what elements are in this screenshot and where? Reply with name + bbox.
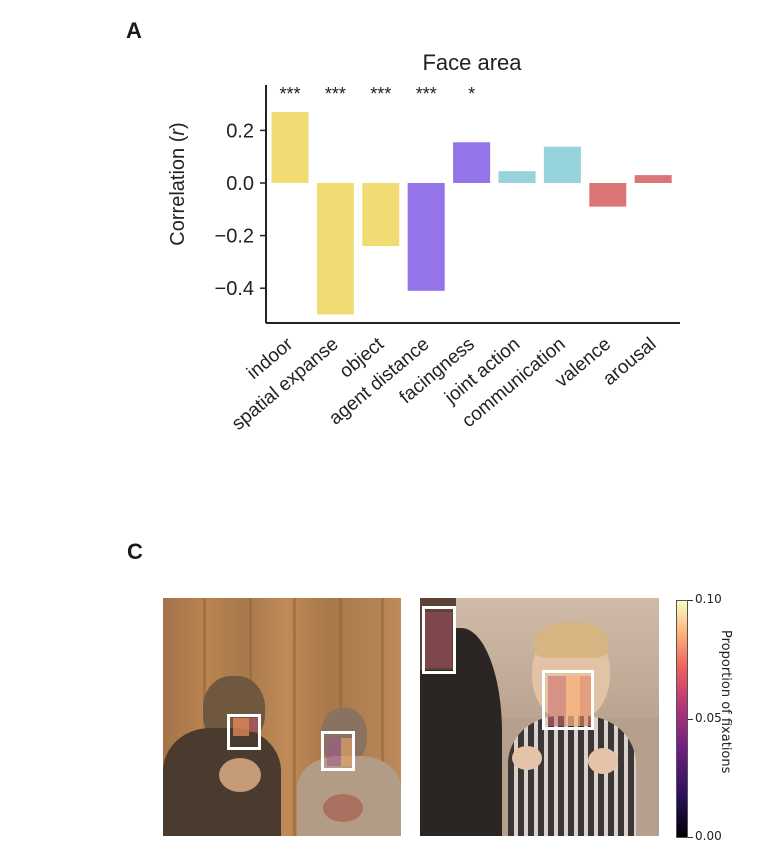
bar: [589, 183, 627, 207]
colorbar-tick-label: 0.00: [695, 829, 722, 843]
fixation-heat: [548, 676, 566, 726]
bar: [498, 171, 536, 183]
significance-marker: ***: [279, 84, 300, 104]
significance-marker: ***: [416, 84, 437, 104]
panel-c-label: C: [127, 539, 143, 564]
colorbar-tick: [688, 600, 693, 601]
fixation-heat: [233, 718, 249, 736]
scene-photo-left: [163, 598, 401, 836]
colorbar-tick-label: 0.05: [695, 711, 722, 725]
bar: [362, 183, 400, 247]
fixation-heat: [566, 676, 580, 726]
y-axis: 0.2 0.0 −0.2 −0.4: [215, 85, 267, 323]
fixation-heat: [424, 612, 452, 668]
bars-group: [271, 111, 672, 315]
face-area-box: [227, 714, 261, 750]
significance-marker: ***: [370, 84, 391, 104]
y-tick-label: −0.2: [215, 226, 254, 248]
colorbar-tick-label: 0.10: [695, 592, 722, 606]
fixation-heat: [580, 676, 592, 726]
face-area-box: [321, 731, 355, 771]
significance-marker: ***: [325, 84, 346, 104]
colorbar-tick: [688, 719, 693, 720]
face-area-box: [422, 606, 456, 674]
bar: [543, 146, 581, 183]
significance-marker: *: [468, 84, 475, 104]
fixation-heat: [341, 738, 353, 766]
fixation-heat: [249, 718, 259, 732]
bar: [634, 175, 672, 183]
panel-a-label: A: [126, 18, 142, 43]
y-tick-label: 0.2: [226, 120, 254, 142]
colorbar: [676, 600, 688, 838]
significance-group: *** *** *** *** *: [279, 84, 475, 104]
y-tick-label: −0.4: [215, 278, 254, 300]
bar: [316, 183, 354, 315]
bar: [271, 111, 309, 183]
bar: [453, 142, 491, 183]
face-area-bar-chart: Face area *** *** *** *** * 0.20.0−0.2−0.4 i…: [167, 50, 680, 435]
colorbar-label: Proportion of fixations: [718, 630, 733, 774]
fixation-heat: [327, 738, 341, 766]
y-tick-label: 0.0: [226, 173, 254, 195]
face-area-box: [542, 670, 594, 730]
bar: [407, 183, 445, 291]
scene-photo-right: [420, 598, 659, 836]
colorbar-tick: [688, 837, 693, 838]
y-axis-label: Correlation (r): [167, 122, 189, 245]
chart-title: Face area: [422, 50, 522, 75]
